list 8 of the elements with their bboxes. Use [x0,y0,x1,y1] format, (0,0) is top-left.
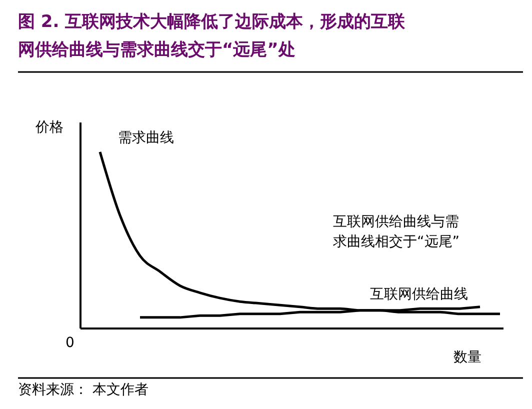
text: 资料来源： 本文作者 [18,382,148,398]
chart-title: 图 2. 互联网技术大幅降低了边际成本，形成的互联网供给曲线与需求曲线交于“远尾”处 [18,12,406,60]
x-axis-title: 数量 [454,350,482,366]
text: 0 [66,335,74,351]
annotation: 互联网供给曲线与需求曲线相交于“远尾” [333,214,460,250]
series-label: 互联网供给曲线 [370,286,468,302]
y-axis-title: 价格 [34,120,64,136]
series-label: 需求曲线 [118,130,174,146]
